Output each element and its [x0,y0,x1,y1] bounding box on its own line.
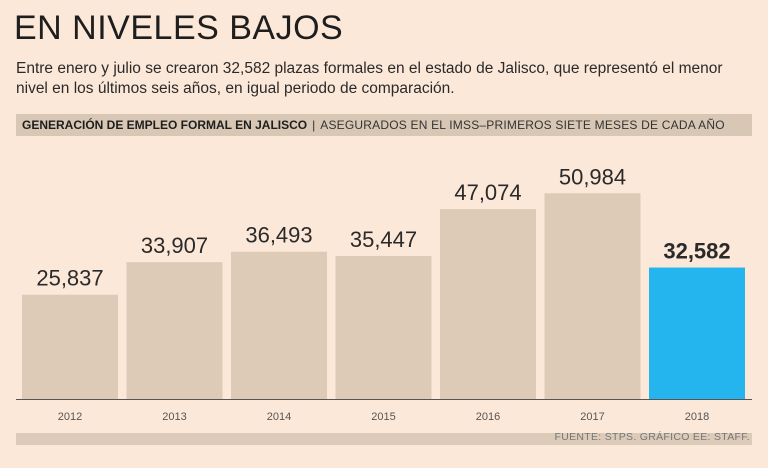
chart-title: GENERACIÓN DE EMPLEO FORMAL EN JALISCO [22,118,308,132]
bar-2012 [22,294,118,399]
x-tick-label-2018: 2018 [685,411,709,423]
data-label-2015: 35,447 [350,227,417,252]
footer-bar [16,433,752,445]
chart-subtitle: ASEGURADOS EN EL IMSS–PRIMEROS SIETE MES… [320,118,725,132]
bar-2015 [335,255,432,399]
bar-2014 [231,251,327,399]
data-label-2018: 32,582 [663,239,730,264]
x-tick-label-2016: 2016 [476,411,500,423]
source-note: FUENTE: STPS. GRÁFICO EE: STAFF. [554,431,750,443]
bar-2013 [126,262,223,399]
data-label-2014: 36,493 [245,223,312,248]
chart-header-separator: | [312,118,316,132]
page-subtitle: Entre enero y julio se crearon 32,582 pl… [16,60,723,97]
x-tick-label-2017: 2017 [580,411,604,423]
data-label-2012: 25,837 [36,266,103,291]
page-title: EN NIVELES BAJOS [14,9,344,47]
bar-2016 [440,209,536,399]
data-label-2013: 33,907 [141,233,208,258]
data-label-2017: 50,984 [559,164,626,189]
bar-2017 [544,193,641,399]
x-tick-label-2015: 2015 [371,411,395,423]
chart-header: GENERACIÓN DE EMPLEO FORMAL EN JALISCO |… [16,114,752,136]
x-tick-label-2012: 2012 [58,411,82,423]
bar-chart: 25,837 2012 33,907 2013 36,493 2014 35,447 2015… [16,164,752,423]
data-label-2016: 47,074 [454,180,521,205]
x-tick-label-2013: 2013 [162,411,186,423]
x-tick-label-2014: 2014 [267,411,291,423]
bar-2018 [649,267,745,399]
